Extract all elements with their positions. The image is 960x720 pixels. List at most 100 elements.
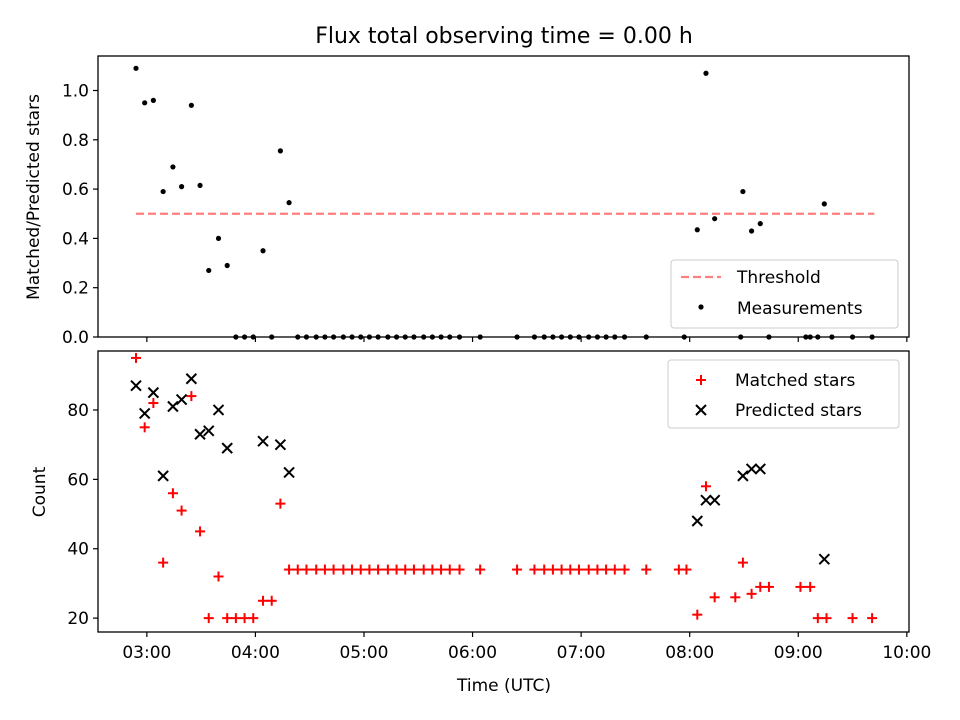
matched-star-point: [812, 613, 823, 624]
predicted-star-point: [691, 515, 704, 527]
y-tick-label: 0.6: [62, 180, 89, 200]
measurement-point: [170, 164, 176, 170]
matched-star-point: [737, 557, 748, 568]
bottom-data-layer: [130, 352, 878, 624]
matched-star-point: [203, 613, 214, 624]
matched-star-point: [592, 564, 603, 575]
matched-star-point: [230, 613, 241, 624]
predicted-star-point: [157, 470, 169, 482]
bottom-legend-box: [667, 359, 900, 429]
matched-star-point: [222, 613, 233, 624]
matched-star-point: [619, 564, 630, 575]
top-x-ticks: [146, 337, 908, 342]
matched-star-point: [700, 481, 711, 492]
measurement-point: [740, 188, 746, 195]
top-legend-box: [670, 259, 899, 329]
predicted-star-point: [221, 442, 233, 454]
matched-star-point: [601, 564, 612, 575]
matched-star-point: [382, 564, 393, 575]
matched-star-point: [583, 564, 594, 575]
measurement-point: [821, 201, 827, 207]
y-tick-label: 0.0: [62, 328, 89, 348]
matched-star-point: [730, 592, 741, 603]
predicted-star-point: [257, 435, 269, 447]
bottom-y-ticks: 20 40 60 80: [67, 401, 98, 629]
matched-star-point: [176, 505, 187, 516]
matched-star-point: [763, 581, 774, 592]
predicted-star-point: [754, 463, 766, 475]
measurement-point: [178, 184, 185, 190]
measurement-point: [260, 248, 266, 254]
measurement-point: [703, 70, 709, 76]
matched-star-point: [573, 564, 584, 575]
matched-star-point: [565, 564, 576, 575]
matched-star-point: [301, 564, 312, 575]
matched-star-point: [641, 564, 652, 575]
predicted-star-point: [818, 553, 831, 565]
matched-legend-swatch: [696, 375, 706, 385]
matched-star-point: [213, 571, 224, 582]
y-tick-label: 20: [67, 609, 89, 629]
x-tick-label: 08:00: [665, 643, 714, 663]
measurement-point: [133, 65, 139, 71]
y-tick-label: 1.0: [62, 82, 89, 102]
top-legend: Threshold Measurements: [670, 259, 899, 329]
predicted-star-point: [203, 425, 215, 437]
y-tick-label: 0.4: [62, 229, 89, 249]
predicted-legend-label: Predicted stars: [735, 401, 862, 421]
matched-star-point: [248, 613, 259, 624]
predicted-star-point: [274, 438, 287, 451]
y-tick-label: 40: [67, 540, 89, 560]
matched-star-point: [867, 613, 878, 624]
matched-star-point: [139, 422, 150, 433]
predicted-star-point: [737, 470, 749, 482]
matched-star-point: [454, 564, 465, 575]
measurements-legend-label: Measurements: [737, 299, 863, 319]
matched-star-point: [258, 595, 269, 606]
predicted-star-point: [194, 428, 206, 440]
matched-star-point: [347, 564, 358, 575]
measurements-legend-swatch: [698, 304, 704, 310]
measurement-point: [748, 228, 755, 234]
matched-star-point: [158, 557, 169, 568]
matched-star-point: [284, 564, 295, 575]
matched-star-point: [319, 564, 330, 575]
matched-star-point: [709, 592, 720, 603]
y-tick-label: 0.8: [62, 131, 89, 151]
predicted-star-point: [147, 386, 160, 399]
measurement-point: [197, 182, 203, 189]
predicted-star-point: [130, 379, 142, 392]
bottom-x-ticks: 03:00 04:00 05:00 06:00 07:00 08:00 09:00 10:00: [122, 632, 931, 663]
matched-star-point: [529, 564, 540, 575]
matched-star-point: [373, 564, 384, 575]
matched-star-point: [311, 564, 322, 575]
matched-star-point: [609, 564, 620, 575]
threshold-legend-label: Threshold: [736, 268, 821, 288]
matched-star-point: [444, 564, 455, 575]
matched-star-point: [556, 564, 567, 575]
predicted-star-point: [167, 400, 179, 413]
top-plot-frame: [97, 55, 910, 338]
x-axis-label: Time (UTC): [456, 676, 551, 696]
predicted-star-point: [700, 494, 712, 506]
x-tick-label: 05:00: [339, 643, 388, 663]
matched-star-point: [547, 564, 558, 575]
matched-star-point: [681, 564, 692, 575]
predicted-star-point: [175, 393, 188, 406]
x-tick-label: 03:00: [122, 643, 171, 663]
matched-star-point: [328, 564, 339, 575]
bottom-y-axis-label: Count: [30, 466, 50, 517]
x-tick-label: 09:00: [774, 643, 823, 663]
matched-star-point: [746, 588, 757, 599]
matched-star-point: [130, 352, 141, 363]
measurement-point: [142, 100, 148, 106]
bottom-plot-frame: [97, 350, 910, 633]
matched-star-point: [186, 391, 197, 402]
matched-star-point: [167, 488, 178, 499]
predicted-star-point: [138, 407, 151, 420]
matched-star-point: [512, 564, 523, 575]
y-tick-label: 0.2: [62, 279, 89, 299]
measurement-point: [277, 148, 283, 154]
y-tick-label: 80: [67, 401, 89, 421]
